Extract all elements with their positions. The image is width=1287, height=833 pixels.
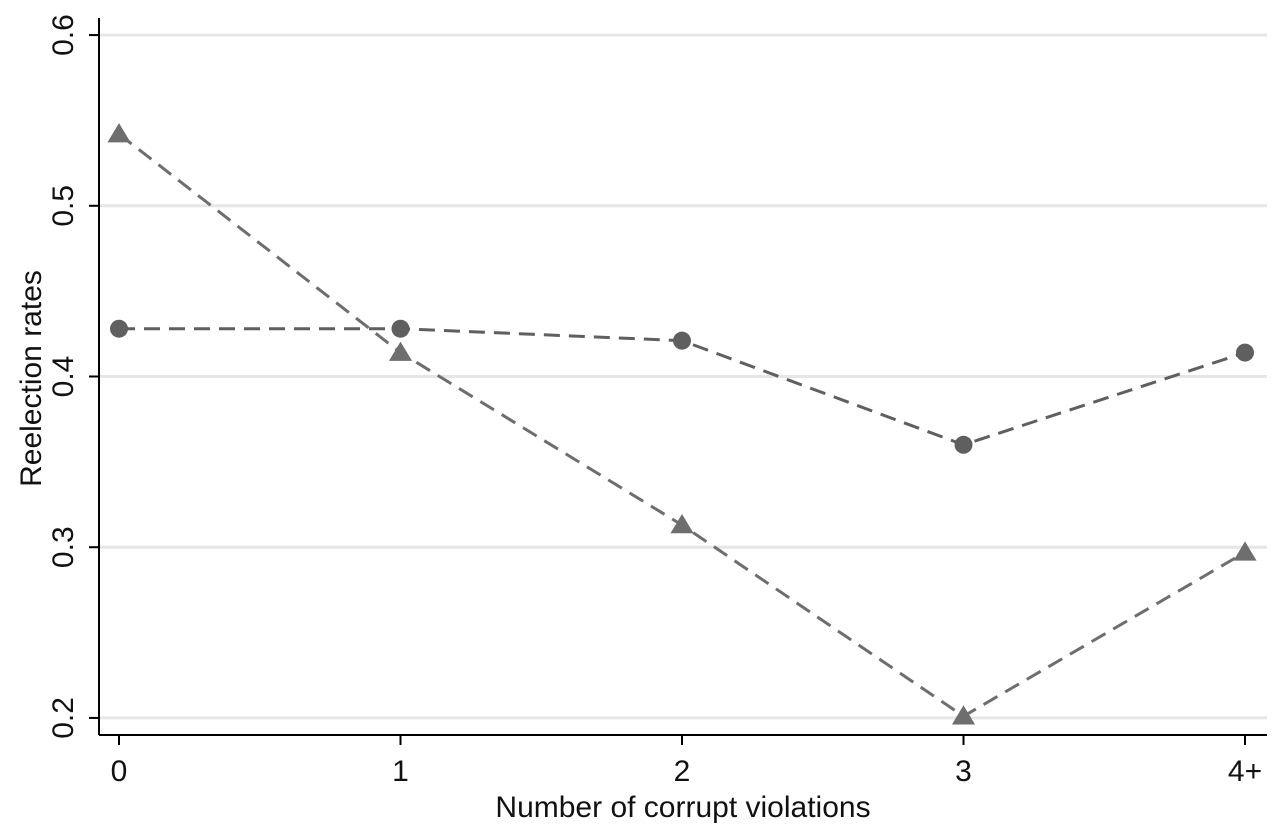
y-tick-label: 0.4: [47, 356, 80, 398]
data-point-triangle: [951, 705, 976, 725]
data-point-triangle: [107, 123, 131, 143]
data-point-triangle: [388, 341, 413, 361]
y-tick-label: 0.2: [47, 697, 80, 739]
series-line: [118, 132, 1246, 718]
data-point-circle: [110, 319, 128, 338]
data-point-circle: [954, 435, 973, 454]
x-tick-label: 1: [392, 755, 409, 788]
y-tick-label: 0.3: [47, 526, 80, 568]
data-point-circle: [391, 319, 410, 338]
x-tick-label: 2: [674, 755, 691, 788]
y-axis-ticks: 0.2 0.3 0.4 0.5 0.6: [47, 14, 99, 739]
series-layer: [107, 123, 1257, 725]
x-tick-label: 3: [955, 755, 972, 788]
data-point-circle: [1236, 343, 1254, 362]
x-tick-label: 4+: [1228, 755, 1262, 788]
data-point-triangle: [1233, 541, 1257, 561]
y-axis-label: Reelection rates: [15, 270, 48, 487]
series-triangle: [107, 123, 1257, 725]
data-point-circle: [673, 331, 691, 350]
x-axis-label: Number of corrupt violations: [495, 791, 870, 824]
x-tick-label: 0: [111, 755, 128, 788]
gridlines: [99, 33, 1267, 720]
data-point-triangle: [670, 514, 694, 534]
x-axis-ticks: 0 1 2 3 4+: [111, 735, 1262, 788]
series-circle: [110, 319, 1254, 454]
y-tick-label: 0.5: [47, 185, 80, 227]
y-tick-label: 0.6: [47, 14, 80, 56]
